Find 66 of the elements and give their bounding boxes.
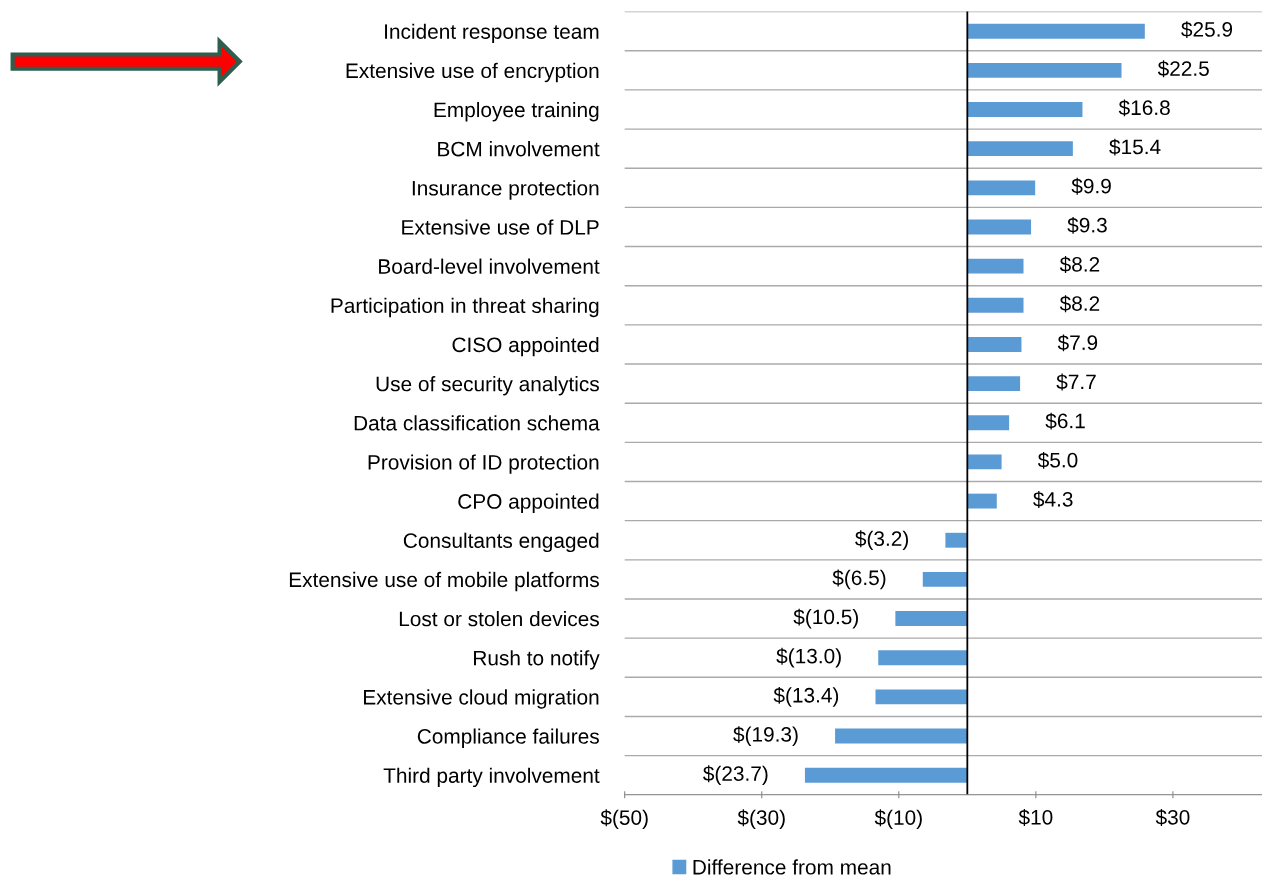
bar (967, 180, 1036, 196)
y-tick-label: Use of security analytics (376, 376, 599, 396)
bar (967, 258, 1024, 274)
bar (804, 767, 968, 783)
data-label: $(6.5) (832, 569, 886, 590)
y-tick-label: Board-level involvement (379, 258, 600, 274)
y-tick-label: Extensive use of DLP (402, 219, 599, 235)
y-tick-label: Employee training (434, 101, 599, 122)
y-tick-label: Rush to notify (474, 650, 600, 670)
data-label: $4.3 (1033, 491, 1073, 508)
bar (945, 532, 968, 548)
data-label: $9.9 (1071, 177, 1111, 195)
data-label: $16.8 (1118, 99, 1170, 117)
bar (967, 493, 997, 509)
y-tick-label: Consultants engaged (403, 532, 599, 553)
y-tick-label: Insurance protection (412, 180, 599, 200)
y-tick-label: Data classification schema (354, 415, 600, 431)
y-tick-label: Extensive use of encryption (346, 62, 599, 83)
x-tick-label: $(10) (874, 809, 922, 830)
y-tick-label: Third party involvement (383, 767, 600, 788)
y-tick-label: Provision of ID protection (368, 454, 599, 474)
data-label: $(10.5) (793, 608, 858, 629)
bar (878, 650, 968, 666)
bar (967, 219, 1032, 235)
bar (875, 689, 968, 705)
bar (835, 728, 968, 744)
data-label: $(19.3) (733, 726, 798, 746)
bar (967, 376, 1021, 392)
data-label: $5.0 (1037, 451, 1078, 469)
y-tick-label: Compliance failures (417, 728, 599, 748)
bar (967, 23, 1145, 39)
data-label: $(3.2) (855, 530, 908, 551)
y-tick-label: Extensive cloud migration (364, 689, 599, 709)
y-tick-label: BCM involvement (438, 141, 600, 157)
x-tick-label: $10 (1018, 809, 1053, 826)
bar (967, 415, 1010, 431)
bar (967, 337, 1022, 352)
data-label: $(13.4) (773, 687, 839, 707)
bar (967, 454, 1002, 470)
data-label: $7.7 (1056, 373, 1096, 391)
y-tick-label: Lost or stolen devices (399, 611, 599, 627)
data-label: $(23.7) (703, 765, 768, 786)
y-tick-label: CPO appointed (458, 493, 599, 513)
x-tick-label: $30 (1155, 809, 1190, 826)
data-label: $6.1 (1045, 412, 1085, 430)
bar (967, 297, 1024, 313)
x-tick-label: $(30) (737, 809, 785, 830)
data-label: $15.4 (1109, 138, 1161, 156)
bar (967, 141, 1073, 157)
x-tick-label: $(50) (600, 809, 648, 830)
data-label: $7.9 (1057, 334, 1098, 352)
y-tick-label: Participation in threat sharing (331, 297, 599, 318)
bar (967, 102, 1083, 117)
y-tick-label: Extensive use of mobile platforms (289, 571, 599, 592)
data-label: $(13.0) (776, 647, 841, 668)
bar (922, 571, 968, 587)
bar (895, 611, 968, 626)
data-label: $22.5 (1157, 60, 1209, 78)
y-tick-label: CISO appointed (452, 336, 599, 357)
y-tick-label: Incident response team (385, 23, 599, 44)
bar (967, 62, 1122, 78)
data-label: $9.3 (1067, 216, 1107, 234)
data-label: $8.2 (1059, 295, 1100, 313)
data-label: $8.2 (1059, 256, 1100, 273)
data-label: $25.9 (1181, 21, 1233, 39)
legend-label: Difference from mean (693, 859, 891, 875)
